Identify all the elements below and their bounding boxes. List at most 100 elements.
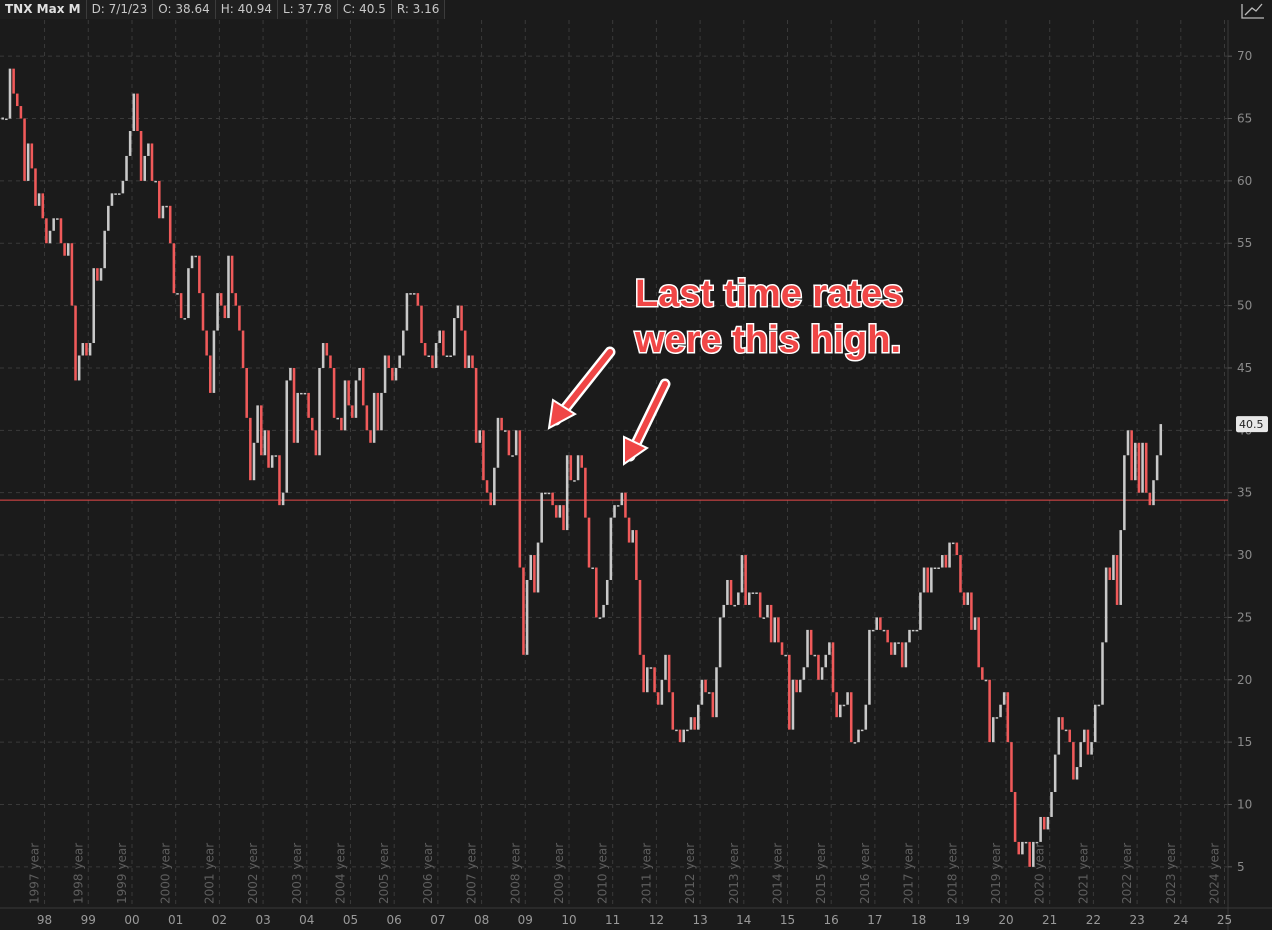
candle bbox=[533, 555, 536, 593]
candle bbox=[332, 367, 336, 418]
candle bbox=[605, 579, 609, 605]
candle bbox=[318, 367, 321, 456]
year-label: 2022 year bbox=[1120, 843, 1134, 904]
candle bbox=[1159, 424, 1163, 456]
axis-labels: 510152025303540455055606570981997 year99… bbox=[28, 49, 1268, 927]
candle bbox=[278, 455, 281, 506]
x-tick-label: 12 bbox=[649, 913, 664, 927]
candle bbox=[646, 667, 649, 693]
x-tick-label: 10 bbox=[561, 913, 576, 927]
candle bbox=[114, 193, 117, 195]
candle bbox=[110, 193, 114, 206]
candle bbox=[758, 592, 762, 618]
candle bbox=[879, 617, 882, 630]
candle bbox=[372, 392, 376, 443]
candle bbox=[267, 430, 270, 468]
candle bbox=[238, 305, 241, 331]
candle bbox=[554, 505, 558, 518]
y-tick-label: 15 bbox=[1237, 735, 1252, 749]
candle bbox=[784, 654, 787, 657]
candle bbox=[1097, 704, 1101, 707]
candle bbox=[474, 367, 478, 443]
candle bbox=[482, 430, 485, 481]
candle bbox=[234, 293, 238, 306]
candle bbox=[1152, 480, 1155, 506]
candle bbox=[121, 180, 125, 194]
candle bbox=[59, 218, 63, 244]
candle bbox=[398, 355, 401, 368]
candle bbox=[999, 704, 1002, 718]
candle bbox=[423, 343, 427, 356]
candle bbox=[416, 293, 420, 306]
x-tick-label: 22 bbox=[1086, 913, 1101, 927]
candle bbox=[882, 629, 886, 632]
annotation: Last time rates were this high. bbox=[547, 272, 905, 466]
x-tick-label: 18 bbox=[911, 913, 926, 927]
candle bbox=[1035, 841, 1039, 844]
candle bbox=[321, 343, 325, 368]
candle bbox=[107, 205, 110, 231]
year-label: 1999 year bbox=[115, 843, 129, 904]
year-label: 2002 year bbox=[246, 843, 260, 904]
candle bbox=[696, 704, 700, 730]
candle bbox=[988, 679, 991, 743]
candle bbox=[442, 330, 445, 356]
x-tick-label: 06 bbox=[387, 913, 402, 927]
candle bbox=[1134, 442, 1137, 481]
candle bbox=[1053, 754, 1057, 793]
candle bbox=[981, 667, 984, 680]
candle bbox=[886, 629, 889, 643]
candle bbox=[380, 392, 383, 431]
candle bbox=[620, 492, 624, 506]
candle bbox=[828, 642, 831, 655]
candle bbox=[5, 118, 8, 121]
candle bbox=[187, 268, 190, 319]
arrows bbox=[557, 349, 668, 453]
x-tick-label: 04 bbox=[299, 913, 314, 927]
candle bbox=[769, 604, 773, 643]
candle bbox=[179, 293, 183, 319]
candle bbox=[391, 367, 394, 381]
candle bbox=[656, 692, 660, 705]
candle bbox=[973, 617, 977, 630]
candle bbox=[310, 417, 314, 431]
candle bbox=[8, 68, 12, 119]
last-price-label: 40.5 bbox=[1239, 418, 1264, 431]
year-label: 2000 year bbox=[159, 843, 173, 904]
candle bbox=[911, 629, 915, 632]
candle bbox=[766, 604, 769, 618]
candle bbox=[325, 343, 329, 356]
year-label: 2016 year bbox=[858, 843, 872, 904]
candle bbox=[26, 143, 30, 181]
candle bbox=[576, 455, 580, 481]
y-tick-label: 45 bbox=[1237, 361, 1252, 375]
candle bbox=[933, 567, 937, 570]
candle bbox=[365, 405, 369, 431]
candle bbox=[478, 430, 482, 443]
candle bbox=[303, 392, 307, 395]
candle bbox=[223, 305, 227, 319]
candle bbox=[358, 367, 361, 381]
candle bbox=[584, 467, 587, 518]
candle bbox=[66, 243, 70, 256]
candle bbox=[915, 629, 919, 632]
candle bbox=[860, 729, 864, 732]
candle bbox=[1075, 767, 1079, 780]
candle bbox=[427, 355, 431, 357]
candle bbox=[143, 155, 146, 181]
x-tick-label: 19 bbox=[955, 913, 970, 927]
candle bbox=[795, 679, 798, 693]
candle bbox=[270, 455, 274, 468]
candle bbox=[544, 492, 547, 495]
candle bbox=[103, 230, 106, 269]
candle bbox=[595, 567, 598, 618]
y-tick-label: 70 bbox=[1237, 49, 1252, 63]
arrow-shaft bbox=[557, 349, 613, 418]
candle bbox=[540, 492, 543, 543]
candle bbox=[23, 118, 26, 181]
candle bbox=[1017, 841, 1021, 855]
year-label: 2003 year bbox=[290, 843, 304, 904]
grid bbox=[0, 20, 1228, 908]
candle bbox=[139, 131, 143, 181]
icon-line bbox=[1244, 3, 1263, 16]
